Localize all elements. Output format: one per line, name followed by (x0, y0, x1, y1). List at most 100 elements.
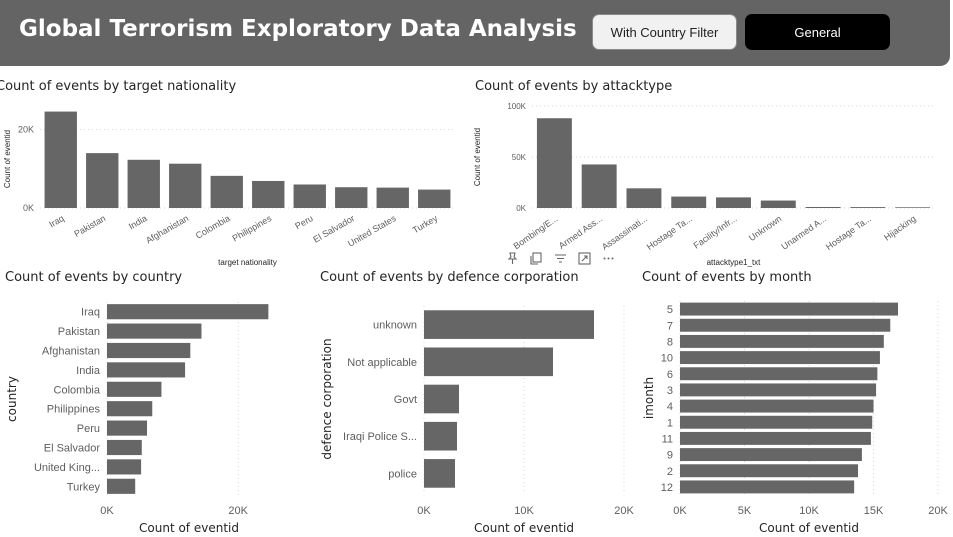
country-y-axis-title: country (5, 376, 19, 422)
month-y-tick-label: 4 (667, 401, 673, 413)
corporation-y-tick-label: Iraqi Police S... (343, 431, 417, 443)
month-x-tick-label: 5K (738, 505, 752, 517)
country-x-tick-label: 0K (100, 505, 114, 517)
month-bar[interactable] (680, 480, 855, 494)
month-bar[interactable] (680, 383, 877, 397)
nationality-x-tick-label: Peru (293, 213, 314, 231)
attacktype-x-tick-label: Unknown (747, 213, 783, 243)
month-y-tick-label: 10 (661, 353, 673, 365)
country-bar[interactable] (107, 381, 162, 397)
attacktype-chart-title: Count of events by attacktype (475, 79, 673, 94)
attacktype-y-axis-title: Count of eventid (473, 128, 482, 186)
corporation-chart[interactable]: 0K 10K 20K unknown Not applicable Govt Iraqi P… (320, 306, 634, 535)
corporation-bar[interactable] (424, 459, 455, 488)
nationality-bar[interactable] (335, 187, 368, 208)
country-y-tick-label: Turkey (67, 481, 101, 493)
month-bar[interactable] (680, 351, 880, 365)
month-y-tick-label: 7 (667, 320, 673, 332)
month-bar[interactable] (680, 302, 899, 316)
corporation-y-tick-label: police (388, 468, 417, 480)
nationality-bar[interactable] (293, 184, 326, 208)
country-bar[interactable] (107, 323, 202, 339)
nationality-bar[interactable] (418, 189, 451, 208)
nationality-bar[interactable] (44, 111, 77, 208)
country-bar[interactable] (107, 342, 191, 359)
country-y-tick-label: India (76, 365, 101, 377)
attacktype-bar[interactable] (671, 196, 707, 208)
nationality-bar[interactable] (376, 187, 409, 208)
country-chart[interactable]: 0K 20K Iraq Pakistan Afghanistan India Colombi… (5, 302, 269, 535)
corporation-x-tick-label: 0K (417, 505, 431, 517)
general-button[interactable]: General (745, 14, 890, 50)
country-y-tick-label: Iraq (81, 307, 100, 319)
nationality-bar[interactable] (86, 153, 119, 208)
month-bar[interactable] (680, 367, 878, 381)
corporation-bar[interactable] (424, 347, 553, 377)
corporation-y-axis-title: defence corporation (320, 338, 334, 459)
country-bar[interactable] (107, 478, 136, 494)
attacktype-x-tick-label: Bombing/E... (512, 213, 560, 251)
attacktype-x-tick-label: Assassinati... (600, 213, 649, 252)
attacktype-bar[interactable] (895, 207, 931, 208)
month-bar[interactable] (680, 448, 862, 462)
nationality-bar[interactable] (252, 180, 285, 208)
attacktype-y-tick-label: 50K (512, 153, 527, 162)
country-y-tick-label: El Salvador (44, 443, 101, 455)
country-bar[interactable] (107, 304, 269, 320)
country-bar[interactable] (107, 362, 186, 378)
attacktype-bar[interactable] (805, 206, 841, 208)
attacktype-y-tick-label: 100K (507, 102, 526, 111)
attacktype-chart[interactable]: 0K 50K 100K Bombing/E...Armed Ass...Assassi… (473, 102, 935, 267)
attacktype-bar[interactable] (716, 197, 751, 208)
month-bar[interactable] (680, 399, 874, 413)
country-chart-title: Count of events by country (5, 270, 183, 285)
nationality-bar[interactable] (169, 163, 202, 208)
month-y-tick-label: 9 (667, 450, 673, 462)
corporation-bar[interactable] (424, 310, 594, 339)
filter-icon[interactable] (553, 251, 567, 265)
nationality-x-tick-label: Afghanistan (144, 213, 190, 245)
attacktype-bar[interactable] (760, 200, 796, 208)
attacktype-x-tick-label: Hostage Ta... (645, 213, 694, 252)
country-y-tick-label: Pakistan (58, 326, 100, 338)
more-options-icon[interactable] (601, 251, 615, 265)
country-bar[interactable] (107, 459, 142, 475)
month-bar[interactable] (680, 431, 871, 445)
country-y-tick-label: United King... (34, 462, 100, 474)
corporation-y-tick-label: Govt (394, 394, 417, 406)
nationality-x-tick-label: Turkey (411, 213, 440, 235)
month-y-tick-label: 2 (667, 466, 673, 478)
header-banner: Global Terrorism Exploratory Data Analys… (0, 0, 950, 66)
pin-icon[interactable] (505, 251, 519, 265)
country-bar[interactable] (107, 420, 148, 436)
month-x-tick-label: 20K (928, 505, 948, 517)
month-bar[interactable] (680, 464, 859, 478)
country-bar[interactable] (107, 439, 142, 456)
nationality-bar[interactable] (210, 175, 243, 208)
attacktype-bar[interactable] (536, 118, 572, 208)
attacktype-bar[interactable] (850, 207, 886, 208)
nationality-y-tick-label: 20K (18, 125, 34, 135)
focus-mode-icon[interactable] (577, 251, 591, 265)
attacktype-x-tick-label: Unarmed A... (779, 213, 828, 251)
month-bar[interactable] (680, 334, 884, 348)
attacktype-bar[interactable] (581, 164, 617, 208)
month-bar[interactable] (680, 415, 873, 429)
month-bar[interactable] (680, 318, 891, 332)
copy-icon[interactable] (529, 251, 543, 265)
nationality-x-tick-label: Philippines (231, 213, 274, 244)
nationality-bar[interactable] (127, 159, 160, 208)
month-y-tick-label: 1 (667, 417, 673, 429)
attacktype-bar[interactable] (626, 188, 662, 208)
corporation-bar[interactable] (424, 421, 457, 451)
month-x-tick-label: 15K (864, 505, 884, 517)
month-x-tick-label: 10K (799, 505, 819, 517)
corporation-y-tick-label: unknown (373, 320, 417, 332)
corporation-y-tick-label: Not applicable (347, 357, 417, 369)
country-bar[interactable] (107, 401, 153, 417)
corporation-bar[interactable] (424, 384, 459, 414)
country-filter-button[interactable]: With Country Filter (592, 14, 737, 50)
